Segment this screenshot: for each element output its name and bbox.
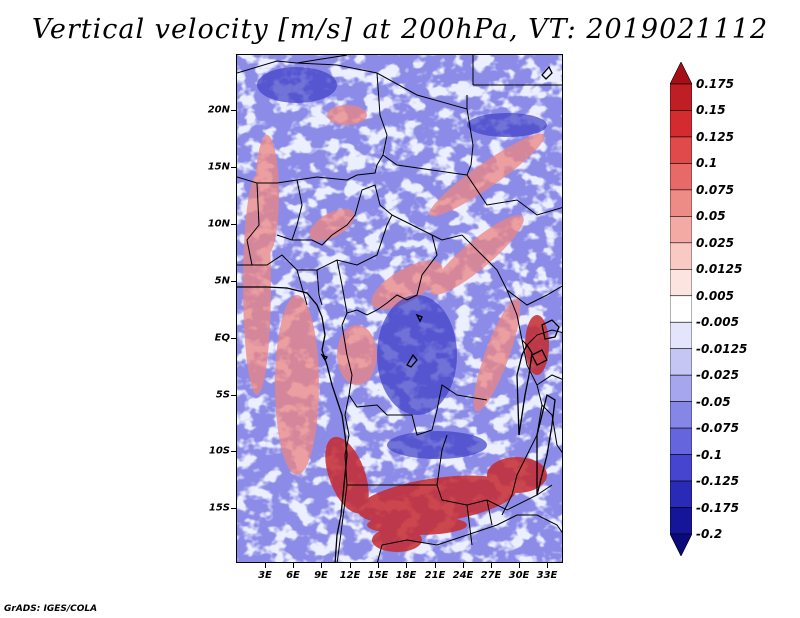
colorbar-segment [670,480,692,508]
velocity-map [236,54,563,563]
colorbar-segment [670,295,692,323]
lon-label-33e: 33E [536,570,558,581]
lon-tick [378,563,379,568]
lon-tick [463,563,464,568]
lon-tick [491,563,492,568]
colorbar-label: 0.025 [696,235,734,250]
colorbar-label: 0.125 [696,129,734,144]
colorbar-label: 0.1 [696,156,718,171]
colorbar-label: -0.0125 [696,341,748,356]
lat-tick [231,167,236,168]
colorbar-label: -0.05 [696,394,731,409]
lon-tick [435,563,436,568]
lat-label-10s: 10S [208,445,230,457]
colorbar-label: -0.075 [696,421,739,436]
colorbar-label: -0.125 [696,474,739,489]
lat-tick [231,110,236,111]
colorbar-segment [670,110,692,138]
lat-label-20n: 20N [207,104,230,116]
colorbar-label: -0.005 [696,315,739,330]
colorbar-label: 0.075 [696,182,734,197]
colorbar-label: 0.005 [696,288,734,303]
map-title: Vertical velocity [m/s] at 200hPa, VT: 2… [31,14,769,45]
lon-label-12e: 12E [339,570,361,581]
colorbar-segment [670,136,692,164]
lon-label-15e: 15E [367,570,389,581]
lon-label-27e: 27E [480,570,502,581]
lat-tick [231,451,236,452]
lat-tick [231,338,236,339]
colorbar-segment [670,374,692,402]
lon-tick [321,563,322,568]
lat-label-10n: 10N [207,218,230,230]
lat-tick [231,281,236,282]
colorbar-segment [670,163,692,191]
colorbar-segment [670,216,692,244]
colorbar [670,62,692,556]
colorbar-segment [670,242,692,270]
colorbar-label: 0.175 [696,77,734,91]
software-credit: GrADS: IGES/COLA [4,604,98,614]
velocity-field [237,55,562,562]
lon-label-6e: 6E [286,570,300,581]
lon-label-9e: 9E [314,570,328,581]
colorbar-label: -0.025 [696,368,739,383]
lon-label-30e: 30E [508,570,530,581]
lat-label-15n: 15N [207,161,230,173]
lon-label-3e: 3E [258,570,272,581]
colorbar-label: 0.05 [696,209,726,224]
lon-tick [519,563,520,568]
colorbar-segments [670,62,692,556]
coastlines [237,65,560,562]
lat-label-5n: 5N [214,275,230,287]
colorbar-label: 0.15 [696,103,726,118]
lat-tick [231,224,236,225]
ascent-regions [243,105,545,475]
colorbar-segment [670,83,692,111]
lon-tick [547,563,548,568]
colorbar-segment [670,401,692,429]
colorbar-segment [670,268,692,297]
lon-label-21e: 21E [424,570,446,581]
lat-label-15s: 15S [208,502,230,514]
lat-label-eq: EQ [214,332,230,344]
lon-label-18e: 18E [395,570,417,581]
colorbar-cap-top [670,62,692,85]
lon-tick [350,563,351,568]
colorbar-segment [670,427,692,455]
descent-regions [257,67,547,459]
lon-tick [406,563,407,568]
colorbar-label: -0.2 [696,527,723,541]
colorbar-segment [670,348,692,376]
lat-label-5s: 5S [215,389,230,401]
lat-tick [231,395,236,396]
colorbar-segment [670,189,692,217]
colorbar-segment [670,321,692,350]
colorbar-label: 0.0125 [696,262,743,277]
lon-label-24e: 24E [452,570,474,581]
lon-tick [265,563,266,568]
colorbar-label: -0.1 [696,447,723,462]
lon-tick [293,563,294,568]
colorbar-segment [670,454,692,482]
country-borders [237,55,562,562]
colorbar-label: -0.175 [696,500,739,515]
lat-tick [231,508,236,509]
colorbar-cap-bottom [670,533,692,556]
colorbar-segment [670,507,692,535]
